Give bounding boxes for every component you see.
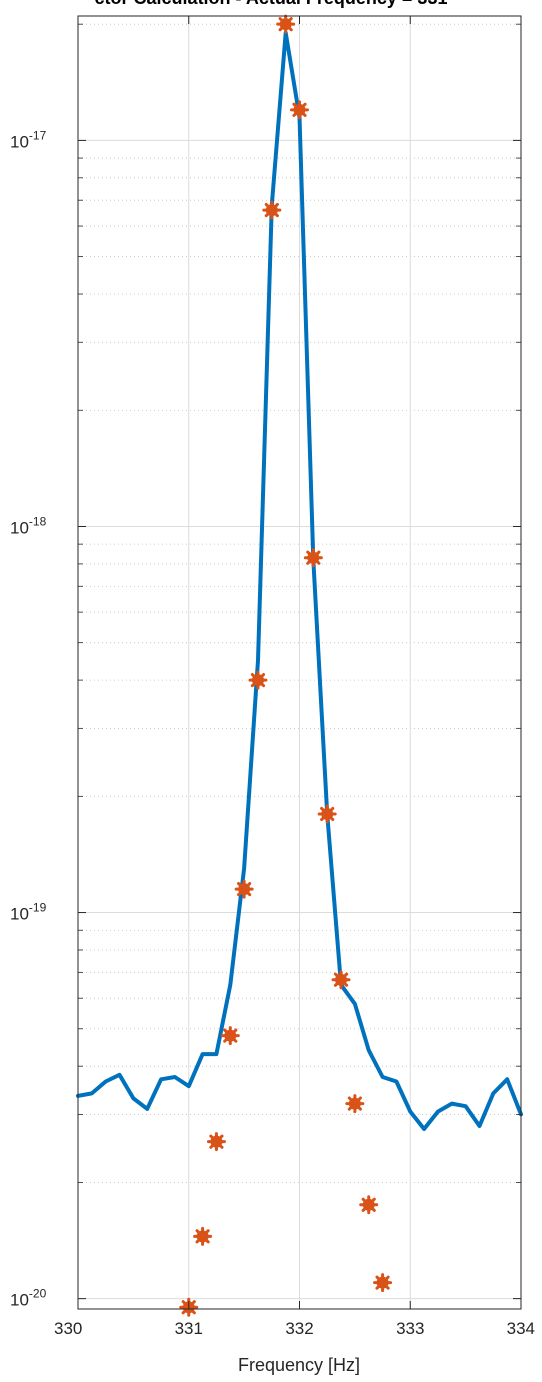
marker-stroke [264,202,279,218]
y-tick-label-base: 10 [10,1291,29,1310]
y-tick-label-base: 10 [10,132,29,151]
data-marker [317,804,337,824]
marker-stroke [361,1197,376,1212]
x-tick-label: 331 [175,1319,203,1338]
data-marker [206,1132,226,1152]
data-marker [248,670,268,690]
data-marker [276,14,296,34]
data-marker [373,1273,393,1293]
marker-stroke [223,1028,238,1043]
chart-title: ctor Calculation - Actual Frequency = 33… [95,0,448,8]
marker-stroke [292,102,307,117]
marker-stroke [250,673,266,688]
x-tick-label: 333 [396,1319,424,1338]
marker-stroke [278,17,293,32]
data-marker [345,1094,365,1114]
y-tick-label-exponent: -20 [29,1287,47,1301]
marker-stroke [347,1096,362,1111]
data-marker [262,200,282,220]
data-marker [234,879,254,899]
data-marker [193,1226,213,1246]
series-layer [76,14,523,1317]
marker-stroke [375,1275,390,1290]
y-tick-label: 10-20 [10,1287,47,1310]
marker-stroke [333,972,349,987]
y-tick-label: 10-19 [10,901,47,924]
y-tick-label-exponent: -18 [29,514,47,528]
data-marker [331,970,351,990]
y-tick-label: 10-17 [10,128,47,151]
data-marker [303,548,323,568]
x-tick-label: 330 [54,1319,82,1338]
x-tick-label: 334 [507,1319,535,1338]
marker-stroke [237,882,252,897]
marker-stroke [209,1134,224,1149]
y-tick-label-base: 10 [10,905,29,924]
y-tick-label-base: 10 [10,518,29,537]
data-marker [220,1026,240,1046]
y-tick-label: 10-18 [10,514,47,537]
data-marker [290,100,309,120]
grid-lines [77,16,522,1309]
x-axis-label: Frequency [Hz] [238,1355,360,1375]
y-tick-label-exponent: -17 [29,128,47,142]
data-marker [359,1195,379,1215]
x-tick-label: 332 [285,1319,313,1338]
marker-stroke [306,550,321,565]
marker-stroke [195,1229,210,1244]
marker-stroke [320,806,335,822]
y-tick-label-exponent: -19 [29,901,47,915]
